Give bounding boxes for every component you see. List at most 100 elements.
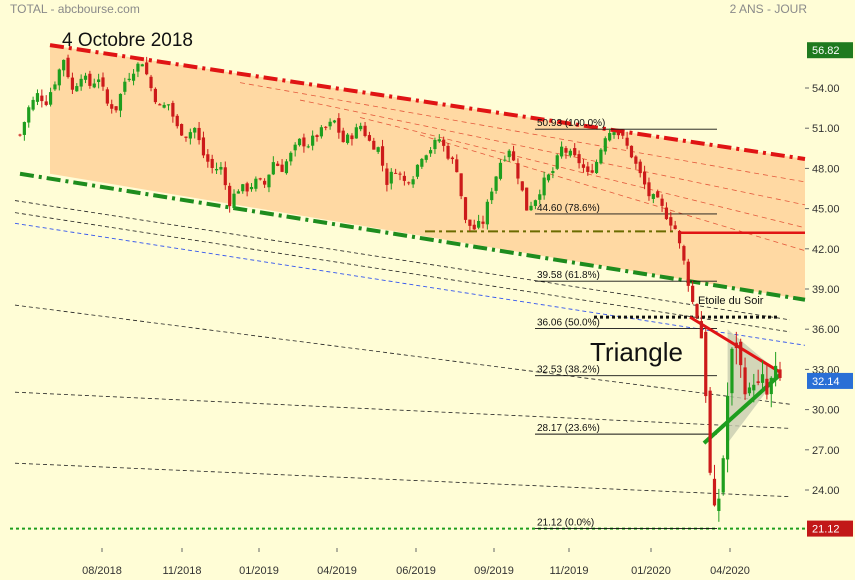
candle-body <box>140 64 144 67</box>
y-tick-label: 24.00 <box>812 485 840 497</box>
fib-label: 36.06 (50.0%) <box>537 317 600 328</box>
candle-body <box>83 75 88 80</box>
candle-body <box>193 127 197 133</box>
candle-body <box>92 83 96 88</box>
candle-body <box>214 168 219 171</box>
x-tick-label: 04/2019 <box>317 565 357 577</box>
candle-body <box>394 172 398 174</box>
candle-body <box>415 164 420 177</box>
candle-body <box>389 171 393 184</box>
candle-body <box>162 104 166 108</box>
candle-body <box>656 191 660 198</box>
candle-body <box>166 104 171 106</box>
candle-body <box>402 175 406 181</box>
candle-body <box>249 186 254 190</box>
candle-body <box>511 151 516 161</box>
candle-body <box>385 168 389 185</box>
candle-body <box>712 478 717 506</box>
candle-body <box>594 161 599 174</box>
candle-body <box>721 458 725 493</box>
candle-body <box>472 224 476 230</box>
channel-inner-line <box>359 117 806 229</box>
candle-body <box>105 89 109 104</box>
candle-body <box>546 174 551 181</box>
candle-body <box>324 126 328 128</box>
candle-body <box>428 150 433 154</box>
candle-body <box>367 135 372 141</box>
candle-body <box>380 146 385 166</box>
candle-body <box>284 161 289 174</box>
candle-body <box>175 115 179 127</box>
candle-body <box>603 138 607 152</box>
candle-body <box>477 220 481 228</box>
candle-body <box>760 374 765 383</box>
candle-body <box>642 171 647 185</box>
candle-body <box>717 498 721 511</box>
candle-body <box>459 173 463 197</box>
candle-body <box>699 321 703 339</box>
candle-body <box>88 73 92 86</box>
candle-body <box>297 138 302 146</box>
candle-body <box>210 158 214 168</box>
candle-body <box>739 341 743 366</box>
candle-body <box>319 127 323 137</box>
candle-body <box>62 59 66 71</box>
candle-body <box>306 146 310 148</box>
fib-label: 32.53 (38.2%) <box>537 365 600 376</box>
y-tick-label: 39.00 <box>812 284 840 296</box>
candle-body <box>341 130 345 143</box>
candle-body <box>149 76 153 89</box>
candle-body <box>22 122 26 135</box>
candle-body <box>315 135 319 137</box>
candle-body <box>774 365 778 380</box>
candle-body <box>664 207 669 220</box>
price-badge-top <box>807 42 853 59</box>
candle-body <box>747 387 752 394</box>
candle-body <box>127 78 131 81</box>
candle-body <box>647 182 651 197</box>
candle-body <box>57 69 61 86</box>
candle-body <box>507 150 511 158</box>
candle-body <box>691 285 695 302</box>
candle-body <box>311 135 315 146</box>
candle-body <box>424 155 428 160</box>
candle-body <box>245 183 249 192</box>
candle-body <box>48 92 53 105</box>
candle-body <box>612 132 616 135</box>
channel-inner-line <box>299 99 806 206</box>
candle-body <box>442 139 446 146</box>
candle-body <box>40 95 44 102</box>
candle-body <box>44 101 48 105</box>
candle-body <box>110 104 114 109</box>
candle-body <box>337 118 341 133</box>
candle-body <box>608 133 612 141</box>
y-tick-label: 36.00 <box>812 324 840 336</box>
candle-body <box>363 125 367 136</box>
candle-body <box>241 184 245 192</box>
price-badge-label-current: 32.14 <box>812 376 840 388</box>
candle-body <box>577 154 581 164</box>
candle-body <box>201 137 206 156</box>
candle-body <box>463 197 468 220</box>
candle-body <box>634 156 638 164</box>
channel-lower-line <box>19 171 806 302</box>
candle-body <box>455 159 459 173</box>
candle-body <box>494 176 498 191</box>
candle-body <box>520 181 524 191</box>
candle-body <box>564 148 568 153</box>
y-tick-label: 30.00 <box>812 405 840 417</box>
candle-body <box>590 170 594 173</box>
candle-body <box>555 155 559 169</box>
candle-body <box>153 88 158 103</box>
candle-body <box>730 348 734 394</box>
fib-label: 39.58 (61.8%) <box>537 270 600 281</box>
candle-body <box>686 261 690 286</box>
candle-body <box>197 127 201 141</box>
candle-body <box>638 161 642 174</box>
fib-label: 50.93 (100.0%) <box>537 118 605 129</box>
candle-body <box>765 378 769 395</box>
fib-label: 21.12 (0.0%) <box>537 518 594 529</box>
price-badge-current <box>807 372 853 389</box>
candle-body <box>708 390 712 473</box>
